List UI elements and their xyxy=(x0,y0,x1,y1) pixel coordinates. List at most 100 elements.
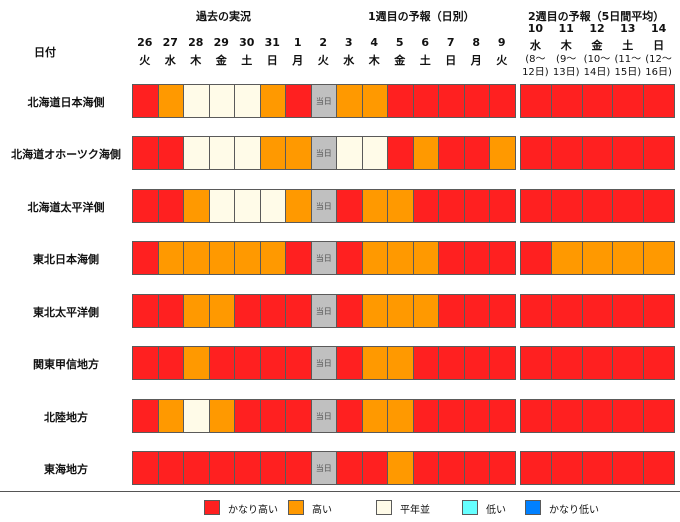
day-header-weekday: 火 xyxy=(317,54,329,67)
weekly-cell xyxy=(612,294,645,328)
week2-header-weekday: 土 xyxy=(622,39,634,52)
day-header-weekday: 水 xyxy=(164,54,176,67)
daily-cell xyxy=(361,346,388,380)
daily-cell xyxy=(489,346,516,380)
weekly-cell xyxy=(581,294,614,328)
daily-cell xyxy=(412,241,439,275)
week2-header-range-end: 13日) xyxy=(552,67,580,78)
daily-cell xyxy=(285,189,312,223)
today-cell: 当日 xyxy=(310,294,337,328)
legend-label: かなり高い xyxy=(228,505,278,516)
daily-cell xyxy=(336,294,363,328)
daily-cell xyxy=(183,346,210,380)
day-header-weekday: 木 xyxy=(190,54,202,67)
daily-cell xyxy=(259,294,286,328)
daily-cell xyxy=(234,399,261,433)
daily-cell xyxy=(361,189,388,223)
daily-cell xyxy=(132,346,159,380)
daily-cell xyxy=(361,399,388,433)
week2-header-number: 11 xyxy=(558,22,574,35)
daily-cell xyxy=(463,346,490,380)
daily-cell xyxy=(259,189,286,223)
day-header-number: 7 xyxy=(446,36,455,49)
daily-cell xyxy=(285,451,312,485)
week2-header-number: 14 xyxy=(650,22,667,35)
daily-cell xyxy=(157,399,184,433)
daily-cell xyxy=(463,84,490,118)
weekly-cell xyxy=(550,451,583,485)
daily-cell xyxy=(234,84,261,118)
weekly-cell xyxy=(550,84,583,118)
weekly-cell xyxy=(550,136,583,170)
legend-label: かなり低い xyxy=(549,505,599,516)
daily-cell xyxy=(438,294,465,328)
day-header-number: 6 xyxy=(421,36,430,49)
weekly-cell xyxy=(643,294,675,328)
weekly-cell xyxy=(612,399,645,433)
daily-cell xyxy=(285,399,312,433)
daily-cell xyxy=(438,451,465,485)
weekly-cell xyxy=(550,346,583,380)
section-week2-title: 2週目の予報（5日間平均） xyxy=(528,10,665,23)
daily-cell xyxy=(387,189,414,223)
week2-header-weekday: 木 xyxy=(560,39,572,52)
daily-cell xyxy=(463,399,490,433)
daily-cell xyxy=(183,241,210,275)
legend-swatch-l xyxy=(462,500,478,515)
day-header-weekday: 水 xyxy=(343,54,355,67)
daily-cell xyxy=(208,294,235,328)
daily-cell xyxy=(412,136,439,170)
day-header-number: 30 xyxy=(239,36,255,49)
region-label: 北海道日本海側 xyxy=(27,96,105,109)
day-header-number: 27 xyxy=(162,36,178,49)
weekly-cell xyxy=(612,451,645,485)
region-label: 東北日本海側 xyxy=(33,253,99,266)
week2-header-range-end: 12日) xyxy=(522,67,549,78)
weekly-cell xyxy=(643,241,675,275)
weekly-cell xyxy=(581,451,614,485)
today-cell: 当日 xyxy=(310,189,337,223)
weekly-cell xyxy=(520,189,552,223)
weekly-cell xyxy=(612,136,645,170)
day-header-weekday: 日 xyxy=(266,54,278,67)
weekly-cell xyxy=(550,189,583,223)
daily-cell xyxy=(183,451,210,485)
day-header-number: 26 xyxy=(137,36,153,49)
weekly-cell xyxy=(550,241,583,275)
daily-cell xyxy=(285,294,312,328)
week2-header-range-start: (9～ xyxy=(556,54,577,65)
daily-cell xyxy=(336,399,363,433)
daily-cell xyxy=(208,189,235,223)
daily-cell xyxy=(412,84,439,118)
daily-cell xyxy=(336,189,363,223)
daily-cell xyxy=(361,241,388,275)
weekly-cell xyxy=(581,346,614,380)
day-header-weekday: 木 xyxy=(368,54,380,67)
day-header-weekday: 日 xyxy=(445,54,457,67)
daily-cell xyxy=(463,241,490,275)
daily-cell xyxy=(285,84,312,118)
daily-cell xyxy=(157,136,184,170)
daily-cell xyxy=(336,136,363,170)
day-header-number: 31 xyxy=(264,36,280,49)
daily-cell xyxy=(259,84,286,118)
legend-label: 低い xyxy=(486,505,506,516)
today-cell: 当日 xyxy=(310,84,337,118)
week2-header-number: 10 xyxy=(527,22,544,35)
day-header-number: 3 xyxy=(344,36,353,49)
daily-cell xyxy=(208,241,235,275)
daily-cell xyxy=(259,241,286,275)
daily-cell xyxy=(489,84,516,118)
daily-cell xyxy=(412,346,439,380)
daily-cell xyxy=(132,241,159,275)
daily-cell xyxy=(208,84,235,118)
today-cell: 当日 xyxy=(310,241,337,275)
daily-cell xyxy=(438,346,465,380)
daily-cell xyxy=(489,136,516,170)
legend-swatch-h xyxy=(204,500,220,515)
daily-cell xyxy=(285,346,312,380)
daily-cell xyxy=(438,241,465,275)
daily-cell xyxy=(489,451,516,485)
section-past-title: 過去の実況 xyxy=(196,10,251,23)
daily-cell xyxy=(259,346,286,380)
